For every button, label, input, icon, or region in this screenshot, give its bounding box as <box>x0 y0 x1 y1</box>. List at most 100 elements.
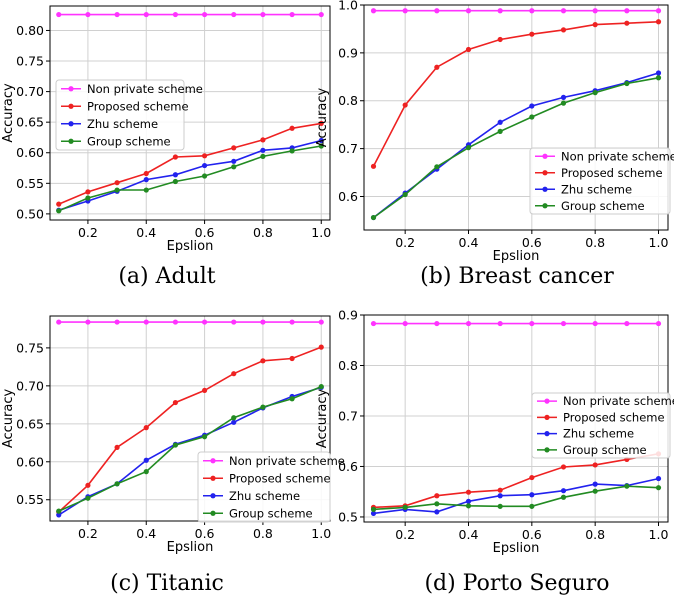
data-point <box>370 214 377 221</box>
data-point <box>465 498 472 504</box>
legend-swatch-marker <box>542 153 548 159</box>
x-tick-label: 0.8 <box>585 527 605 542</box>
data-point <box>560 464 567 470</box>
data-point <box>465 320 472 327</box>
series-line-3 <box>58 145 322 212</box>
data-point <box>201 387 208 394</box>
data-point <box>497 36 503 43</box>
x-tick-label: 0.2 <box>78 526 98 541</box>
x-tick-label: 0.4 <box>136 225 156 240</box>
data-point <box>592 90 598 96</box>
data-point <box>201 434 208 440</box>
y-tick-label: 0.9 <box>338 45 358 60</box>
data-point <box>465 503 472 509</box>
panel-adult: 0.2 0.4 0.6 0.8 1.0 0.50 0.55 0.60 0.65 0.70 0.75 0… <box>1 5 331 289</box>
data-point <box>529 320 535 327</box>
y-axis-label: Accuracy <box>1 83 16 143</box>
series-line-1 <box>58 346 322 513</box>
data-point <box>172 11 179 18</box>
data-point <box>529 103 535 109</box>
data-point <box>497 128 503 134</box>
data-point <box>497 8 503 14</box>
subfigure-caption: (b) Breast cancer <box>420 264 614 289</box>
data-point <box>172 442 179 448</box>
legend-label: Zhu scheme <box>563 427 634 441</box>
data-point <box>172 319 179 325</box>
data-point <box>370 163 377 169</box>
legend-swatch-marker <box>542 170 548 176</box>
data-point <box>260 147 266 153</box>
y-tick-label: 0.60 <box>16 454 44 469</box>
x-axis-label: Epslion <box>167 540 214 555</box>
data-point <box>402 320 408 327</box>
legend-label: Proposed scheme <box>563 410 665 424</box>
data-point <box>592 481 598 487</box>
data-point <box>114 180 120 186</box>
subfigure-caption: (c) Titanic <box>110 571 224 596</box>
data-point <box>85 195 91 201</box>
y-tick-label: 0.7 <box>338 408 358 423</box>
data-point <box>434 493 440 499</box>
y-tick-label: 0.65 <box>16 115 44 130</box>
data-point <box>260 11 266 18</box>
data-point <box>318 11 324 18</box>
data-point <box>318 384 324 390</box>
legend-label: Zhu scheme <box>87 117 158 131</box>
y-tick-label: 0.80 <box>16 23 44 38</box>
data-point <box>655 19 662 25</box>
data-point <box>85 495 91 501</box>
data-point <box>114 481 120 487</box>
y-tick-label: 0.7 <box>338 141 358 156</box>
legend-label: Non private scheme <box>561 149 674 163</box>
data-point <box>529 31 535 37</box>
y-axis-label: Accuracy <box>1 389 16 449</box>
data-point <box>56 508 62 514</box>
data-point <box>529 8 535 14</box>
legend-label: Proposed scheme <box>87 99 189 113</box>
legend-label: Group scheme <box>563 443 647 457</box>
x-tick-label: 0.4 <box>459 527 479 542</box>
legend-label: Non private scheme <box>87 82 203 96</box>
x-tick-label: 0.6 <box>195 526 215 541</box>
data-point <box>592 22 598 28</box>
data-point <box>143 177 149 183</box>
data-point <box>560 94 567 100</box>
data-point <box>318 137 324 144</box>
series-line-2 <box>58 139 322 211</box>
x-tick-label: 1.0 <box>649 527 669 542</box>
subfigure-caption: (a) Adult <box>118 264 215 289</box>
data-point <box>624 320 630 327</box>
data-point <box>289 11 295 18</box>
y-tick-label: 0.8 <box>338 358 358 373</box>
x-axis-label: Epslion <box>167 239 214 254</box>
x-tick-label: 0.6 <box>522 527 542 542</box>
panel-titanic: 0.2 0.4 0.6 0.8 1.0 0.55 0.60 0.65 0.70 0.75 Epsli… <box>1 315 345 596</box>
legend-box <box>197 451 331 523</box>
data-point <box>560 488 567 494</box>
data-point <box>172 154 179 160</box>
data-point <box>172 172 179 178</box>
x-axis-label: Epslion <box>493 541 540 556</box>
legend-swatch-marker <box>544 414 550 420</box>
data-point <box>318 319 324 325</box>
data-point <box>655 75 662 81</box>
series-line-3 <box>373 485 659 511</box>
x-tick-label: 0.8 <box>585 235 605 250</box>
legend-label: Non private scheme <box>229 454 345 468</box>
data-point <box>85 11 91 18</box>
data-point <box>370 8 377 14</box>
data-point <box>56 208 62 214</box>
y-axis-label: Accuracy <box>315 88 330 148</box>
data-point <box>231 419 237 425</box>
plot-frame <box>49 5 331 221</box>
legend-label: Group scheme <box>561 199 645 213</box>
data-point <box>85 319 91 325</box>
data-point <box>260 358 266 364</box>
subfigure-caption: (d) Porto Seguro <box>424 571 609 596</box>
legend-label: Non private scheme <box>563 394 674 408</box>
data-point <box>465 489 472 495</box>
data-point <box>318 143 324 149</box>
data-point <box>143 457 149 463</box>
data-point <box>231 158 237 164</box>
panel-porto-seguro: 0.2 0.4 0.6 0.8 1.0 0.5 0.6 0.7 0.8 0.9 Epslion Acc… <box>315 308 674 597</box>
